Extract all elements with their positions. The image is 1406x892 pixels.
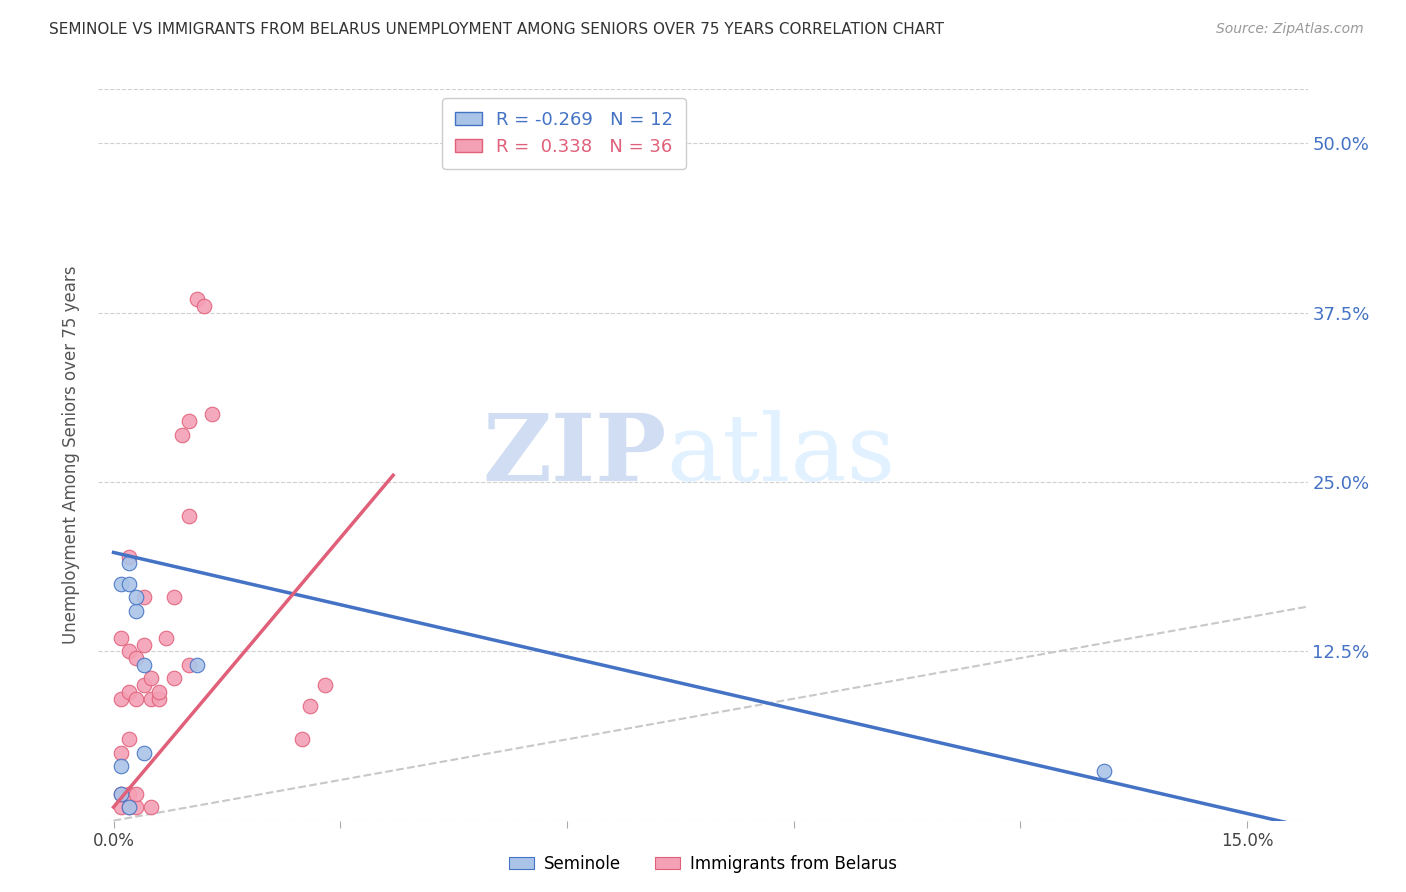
Point bbox=[118, 732, 141, 747]
Point bbox=[110, 800, 132, 814]
Y-axis label: Unemployment Among Seniors over 75 years: Unemployment Among Seniors over 75 years bbox=[62, 266, 80, 644]
Point bbox=[291, 732, 314, 747]
Point bbox=[132, 638, 155, 652]
Point bbox=[163, 672, 186, 686]
Point bbox=[110, 576, 132, 591]
Point bbox=[110, 759, 132, 773]
Text: ZIP: ZIP bbox=[482, 410, 666, 500]
Point bbox=[299, 698, 322, 713]
Point bbox=[179, 414, 201, 428]
Point bbox=[118, 800, 141, 814]
Point bbox=[118, 549, 141, 564]
Point bbox=[148, 691, 170, 706]
Point bbox=[201, 407, 224, 421]
Point bbox=[118, 556, 141, 570]
Point bbox=[193, 299, 215, 313]
Point bbox=[110, 787, 132, 801]
Point bbox=[170, 427, 193, 442]
Point bbox=[110, 631, 132, 645]
Point bbox=[125, 800, 148, 814]
Point bbox=[314, 678, 336, 692]
Point bbox=[186, 292, 208, 306]
Point bbox=[179, 508, 201, 523]
Point bbox=[141, 672, 163, 686]
Point bbox=[118, 644, 141, 658]
Point bbox=[125, 787, 148, 801]
Legend: Seminole, Immigrants from Belarus: Seminole, Immigrants from Belarus bbox=[502, 848, 904, 880]
Point bbox=[110, 691, 132, 706]
Point bbox=[155, 631, 177, 645]
Point bbox=[125, 691, 148, 706]
Text: SEMINOLE VS IMMIGRANTS FROM BELARUS UNEMPLOYMENT AMONG SENIORS OVER 75 YEARS COR: SEMINOLE VS IMMIGRANTS FROM BELARUS UNEM… bbox=[49, 22, 945, 37]
Point bbox=[132, 746, 155, 760]
Point bbox=[118, 800, 141, 814]
Point bbox=[186, 657, 208, 672]
Legend: R = -0.269   N = 12, R =  0.338   N = 36: R = -0.269 N = 12, R = 0.338 N = 36 bbox=[441, 98, 686, 169]
Point bbox=[132, 678, 155, 692]
Point bbox=[118, 685, 141, 699]
Point bbox=[132, 657, 155, 672]
Text: atlas: atlas bbox=[666, 410, 896, 500]
Point bbox=[132, 590, 155, 604]
Point bbox=[110, 787, 132, 801]
Point bbox=[125, 590, 148, 604]
Point bbox=[163, 590, 186, 604]
Point bbox=[118, 576, 141, 591]
Point bbox=[179, 657, 201, 672]
Point bbox=[125, 651, 148, 665]
Point bbox=[148, 685, 170, 699]
Point bbox=[1092, 764, 1115, 778]
Point bbox=[110, 746, 132, 760]
Point bbox=[118, 787, 141, 801]
Point bbox=[125, 604, 148, 618]
Point bbox=[141, 691, 163, 706]
Point bbox=[141, 800, 163, 814]
Text: Source: ZipAtlas.com: Source: ZipAtlas.com bbox=[1216, 22, 1364, 37]
